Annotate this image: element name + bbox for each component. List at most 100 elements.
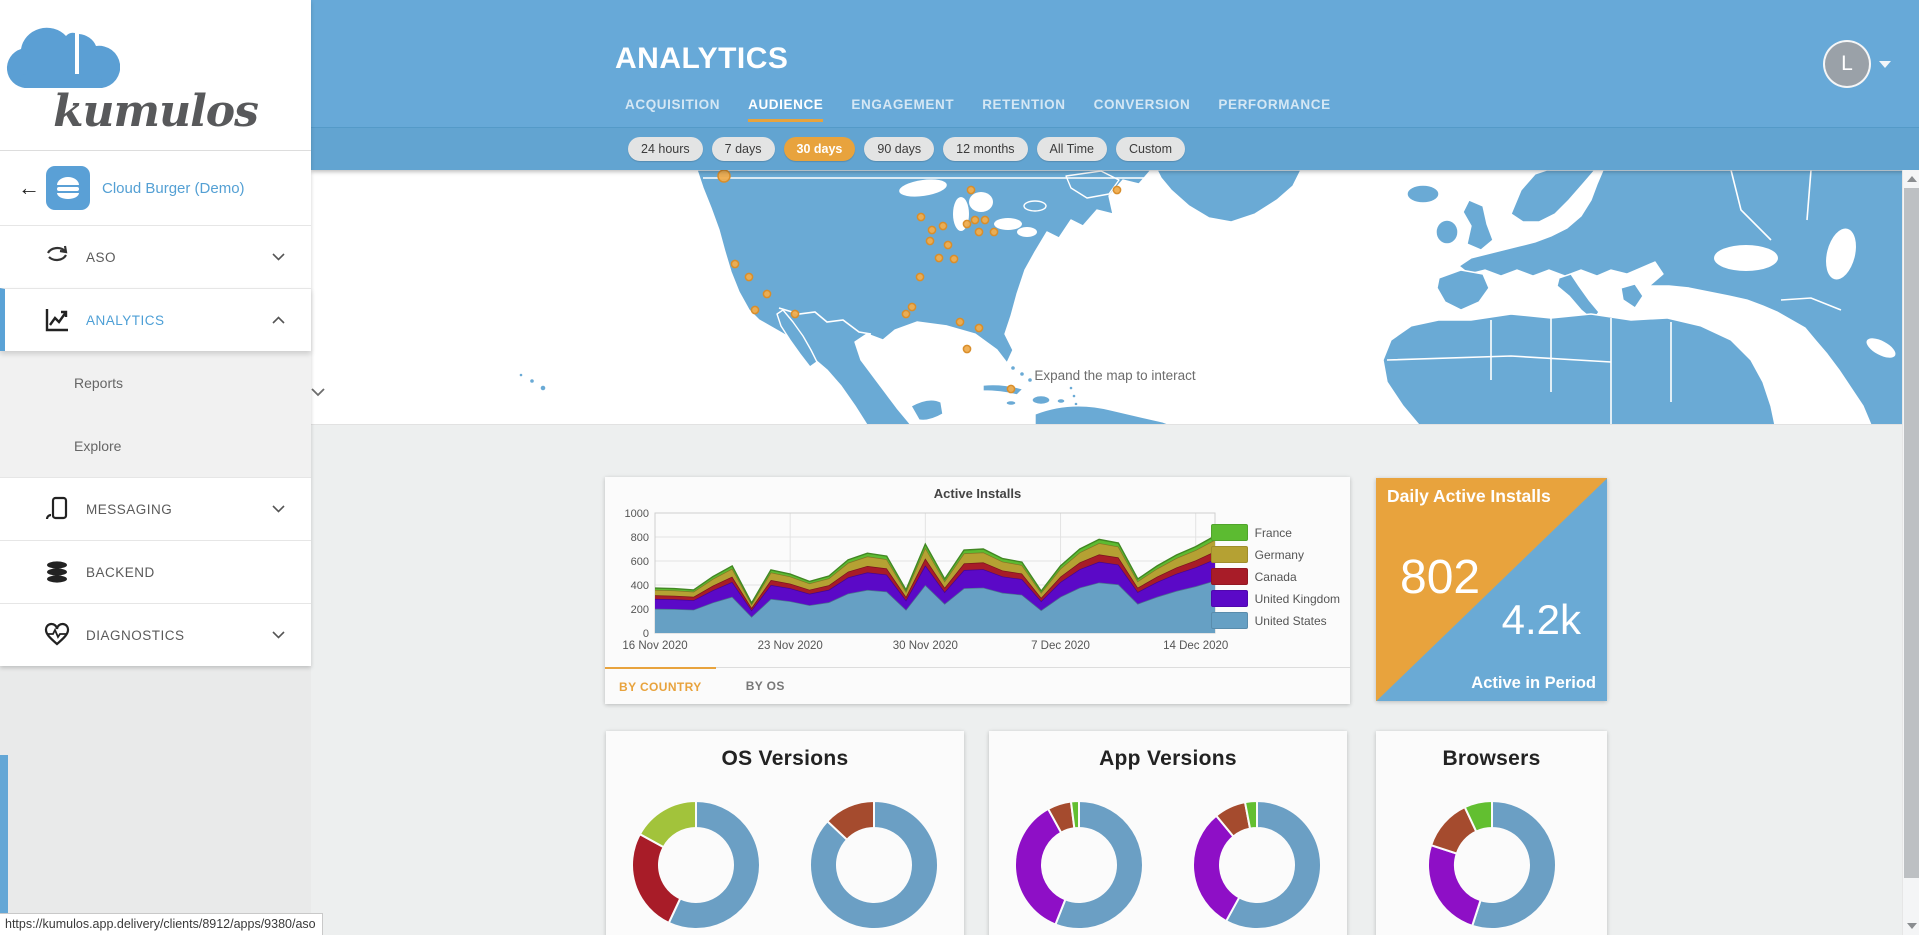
scrollbar-thumb[interactable] <box>1904 188 1919 878</box>
sidebar-item-diagnostics[interactable]: DIAGNOSTICS <box>0 603 311 666</box>
chevron-down-icon <box>272 253 285 261</box>
active-installs-title: Active Installs <box>933 486 1022 501</box>
map-expand-chevron-icon[interactable] <box>311 388 1919 397</box>
map-hint-text: Expand the map to interact <box>1034 368 1196 383</box>
tab-audience[interactable]: AUDIENCE <box>748 97 824 122</box>
range-12-months[interactable]: 12 months <box>943 137 1028 161</box>
world-map[interactable]: Expand the map to interact <box>311 170 1919 425</box>
sidebar-item-label: ANALYTICS <box>86 312 165 328</box>
tab-acquisition[interactable]: ACQUISITION <box>625 97 721 112</box>
burger-app-icon[interactable] <box>46 166 90 210</box>
legend-label: Canada <box>1254 569 1297 584</box>
legend-swatch <box>1210 546 1248 563</box>
legend-item: Canada <box>1210 568 1340 585</box>
legend-label: Germany <box>1254 547 1304 562</box>
sidebar-item-label: DIAGNOSTICS <box>86 627 185 643</box>
sidebar-item-analytics[interactable]: ANALYTICS <box>0 288 311 351</box>
app-versions-donut-2[interactable] <box>1187 795 1327 935</box>
avatar[interactable]: L <box>1823 40 1871 88</box>
legend-label: United States <box>1254 613 1327 628</box>
line-chart-icon <box>45 309 68 332</box>
database-icon <box>47 561 67 583</box>
range-custom[interactable]: Custom <box>1115 137 1186 161</box>
tab-retention[interactable]: RETENTION <box>982 97 1066 112</box>
sidebar-item-label: ASO <box>86 249 117 265</box>
back-arrow-icon[interactable]: ← <box>18 175 40 200</box>
vertical-scrollbar[interactable] <box>1902 170 1919 935</box>
page-title: ANALYTICS <box>615 42 789 75</box>
legend-item: France <box>1210 524 1340 541</box>
legend-swatch <box>1210 612 1248 629</box>
status-bar-url: https://kumulos.app.delivery/clients/891… <box>0 913 323 935</box>
sidebar-item-label: BACKEND <box>86 564 155 580</box>
app-switcher-row[interactable]: ← Cloud Burger (Demo) <box>0 150 311 225</box>
range-7-days[interactable]: 7 days <box>711 137 775 161</box>
svg-text:23 Nov 2020: 23 Nov 2020 <box>758 640 823 652</box>
heart-pulse-icon <box>44 622 70 646</box>
legend-swatch <box>1210 568 1248 585</box>
os-versions-donut-1[interactable] <box>626 795 766 935</box>
legend-item: United States <box>1210 612 1340 629</box>
tab-engagement[interactable]: ENGAGEMENT <box>851 97 955 112</box>
sidebar: kumulos ← Cloud Burger (Demo) <box>0 0 311 935</box>
current-app-name[interactable]: Cloud Burger (Demo) <box>102 179 245 197</box>
range-90-days[interactable]: 90 days <box>864 137 935 161</box>
sidebar-item-label: Reports <box>74 374 124 391</box>
os-versions-card: OS Versions <box>606 731 964 935</box>
tab-by-country[interactable]: BY COUNTRY <box>605 666 716 705</box>
period-value: 4.2k <box>1501 596 1581 643</box>
browsers-card: Browsers <box>1376 731 1607 935</box>
daily-card-title: Daily Active Installs <box>1387 486 1551 506</box>
tab-by-os[interactable]: BY OS <box>745 678 785 693</box>
header-tabs: ACQUISITION AUDIENCE ENGAGEMENT RETENTIO… <box>625 97 1331 122</box>
range-30-days[interactable]: 30 days <box>783 137 856 161</box>
period-label: Active in Period <box>1471 674 1596 692</box>
active-installs-area-chart: 0 200 400 600 800 1000 16 Nov 2020 23 Nov 2020 3… <box>622 508 1228 652</box>
svg-text:200: 200 <box>631 604 649 616</box>
installs-tabbar: BY COUNTRY BY OS <box>605 666 1350 705</box>
kumulos-logo-text: kumulos <box>53 86 259 137</box>
svg-text:400: 400 <box>631 580 649 592</box>
tab-performance[interactable]: PERFORMANCE <box>1218 97 1331 112</box>
sidebar-item-explore[interactable]: Explore <box>0 414 311 477</box>
scroll-up-icon[interactable] <box>1907 176 1917 182</box>
map-canvas <box>518 170 1919 424</box>
svg-text:600: 600 <box>631 556 649 568</box>
sidebar-item-reports[interactable]: Reports <box>0 351 311 414</box>
push-message-icon <box>45 496 68 520</box>
app-versions-title: App Versions <box>1099 747 1237 770</box>
range-all-time[interactable]: All Time <box>1036 137 1107 161</box>
app-versions-card: App Versions <box>989 731 1347 935</box>
legend-label: United Kingdom <box>1254 591 1340 606</box>
kumulos-logo[interactable]: kumulos <box>0 0 311 150</box>
chevron-down-icon[interactable] <box>1879 60 1891 68</box>
user-menu[interactable]: L <box>1823 40 1891 88</box>
svg-text:30 Nov 2020: 30 Nov 2020 <box>893 640 958 652</box>
tab-conversion[interactable]: CONVERSION <box>1093 97 1191 112</box>
os-versions-donut-2[interactable] <box>804 795 944 935</box>
sidebar-item-label: MESSAGING <box>86 501 173 517</box>
chevron-up-icon <box>272 316 285 324</box>
legend-label: France <box>1254 525 1292 540</box>
scroll-down-icon[interactable] <box>1907 923 1917 929</box>
time-range-filterbar: 24 hours 7 days 30 days 90 days 12 month… <box>311 127 1919 170</box>
app-versions-donut-1[interactable] <box>1009 795 1149 935</box>
sidebar-bottom-accent <box>0 755 8 935</box>
svg-text:7 Dec 2020: 7 Dec 2020 <box>1031 640 1090 652</box>
legend-item: United Kingdom <box>1210 590 1340 607</box>
svg-text:1000: 1000 <box>625 508 649 520</box>
daily-active-installs-card: Daily Active Installs 802 4.2k Active in… <box>1376 478 1607 701</box>
browsers-donut[interactable] <box>1422 795 1562 935</box>
sidebar-item-backend[interactable]: BACKEND <box>0 540 311 603</box>
range-24-hours[interactable]: 24 hours <box>628 137 703 161</box>
sidebar-item-messaging[interactable]: MESSAGING <box>0 477 311 540</box>
sidebar-item-label: Explore <box>74 437 122 454</box>
chevron-down-icon <box>272 505 285 513</box>
active-installs-card: Active Installs 0 200 400 600 800 1000 16 Nov … <box>605 477 1350 704</box>
sidebar-item-aso[interactable]: ASO <box>0 225 311 288</box>
daily-value: 802 <box>1400 551 1481 604</box>
browsers-title: Browsers <box>1442 747 1541 770</box>
svg-text:16 Nov 2020: 16 Nov 2020 <box>622 640 687 652</box>
chevron-down-icon <box>272 631 285 639</box>
